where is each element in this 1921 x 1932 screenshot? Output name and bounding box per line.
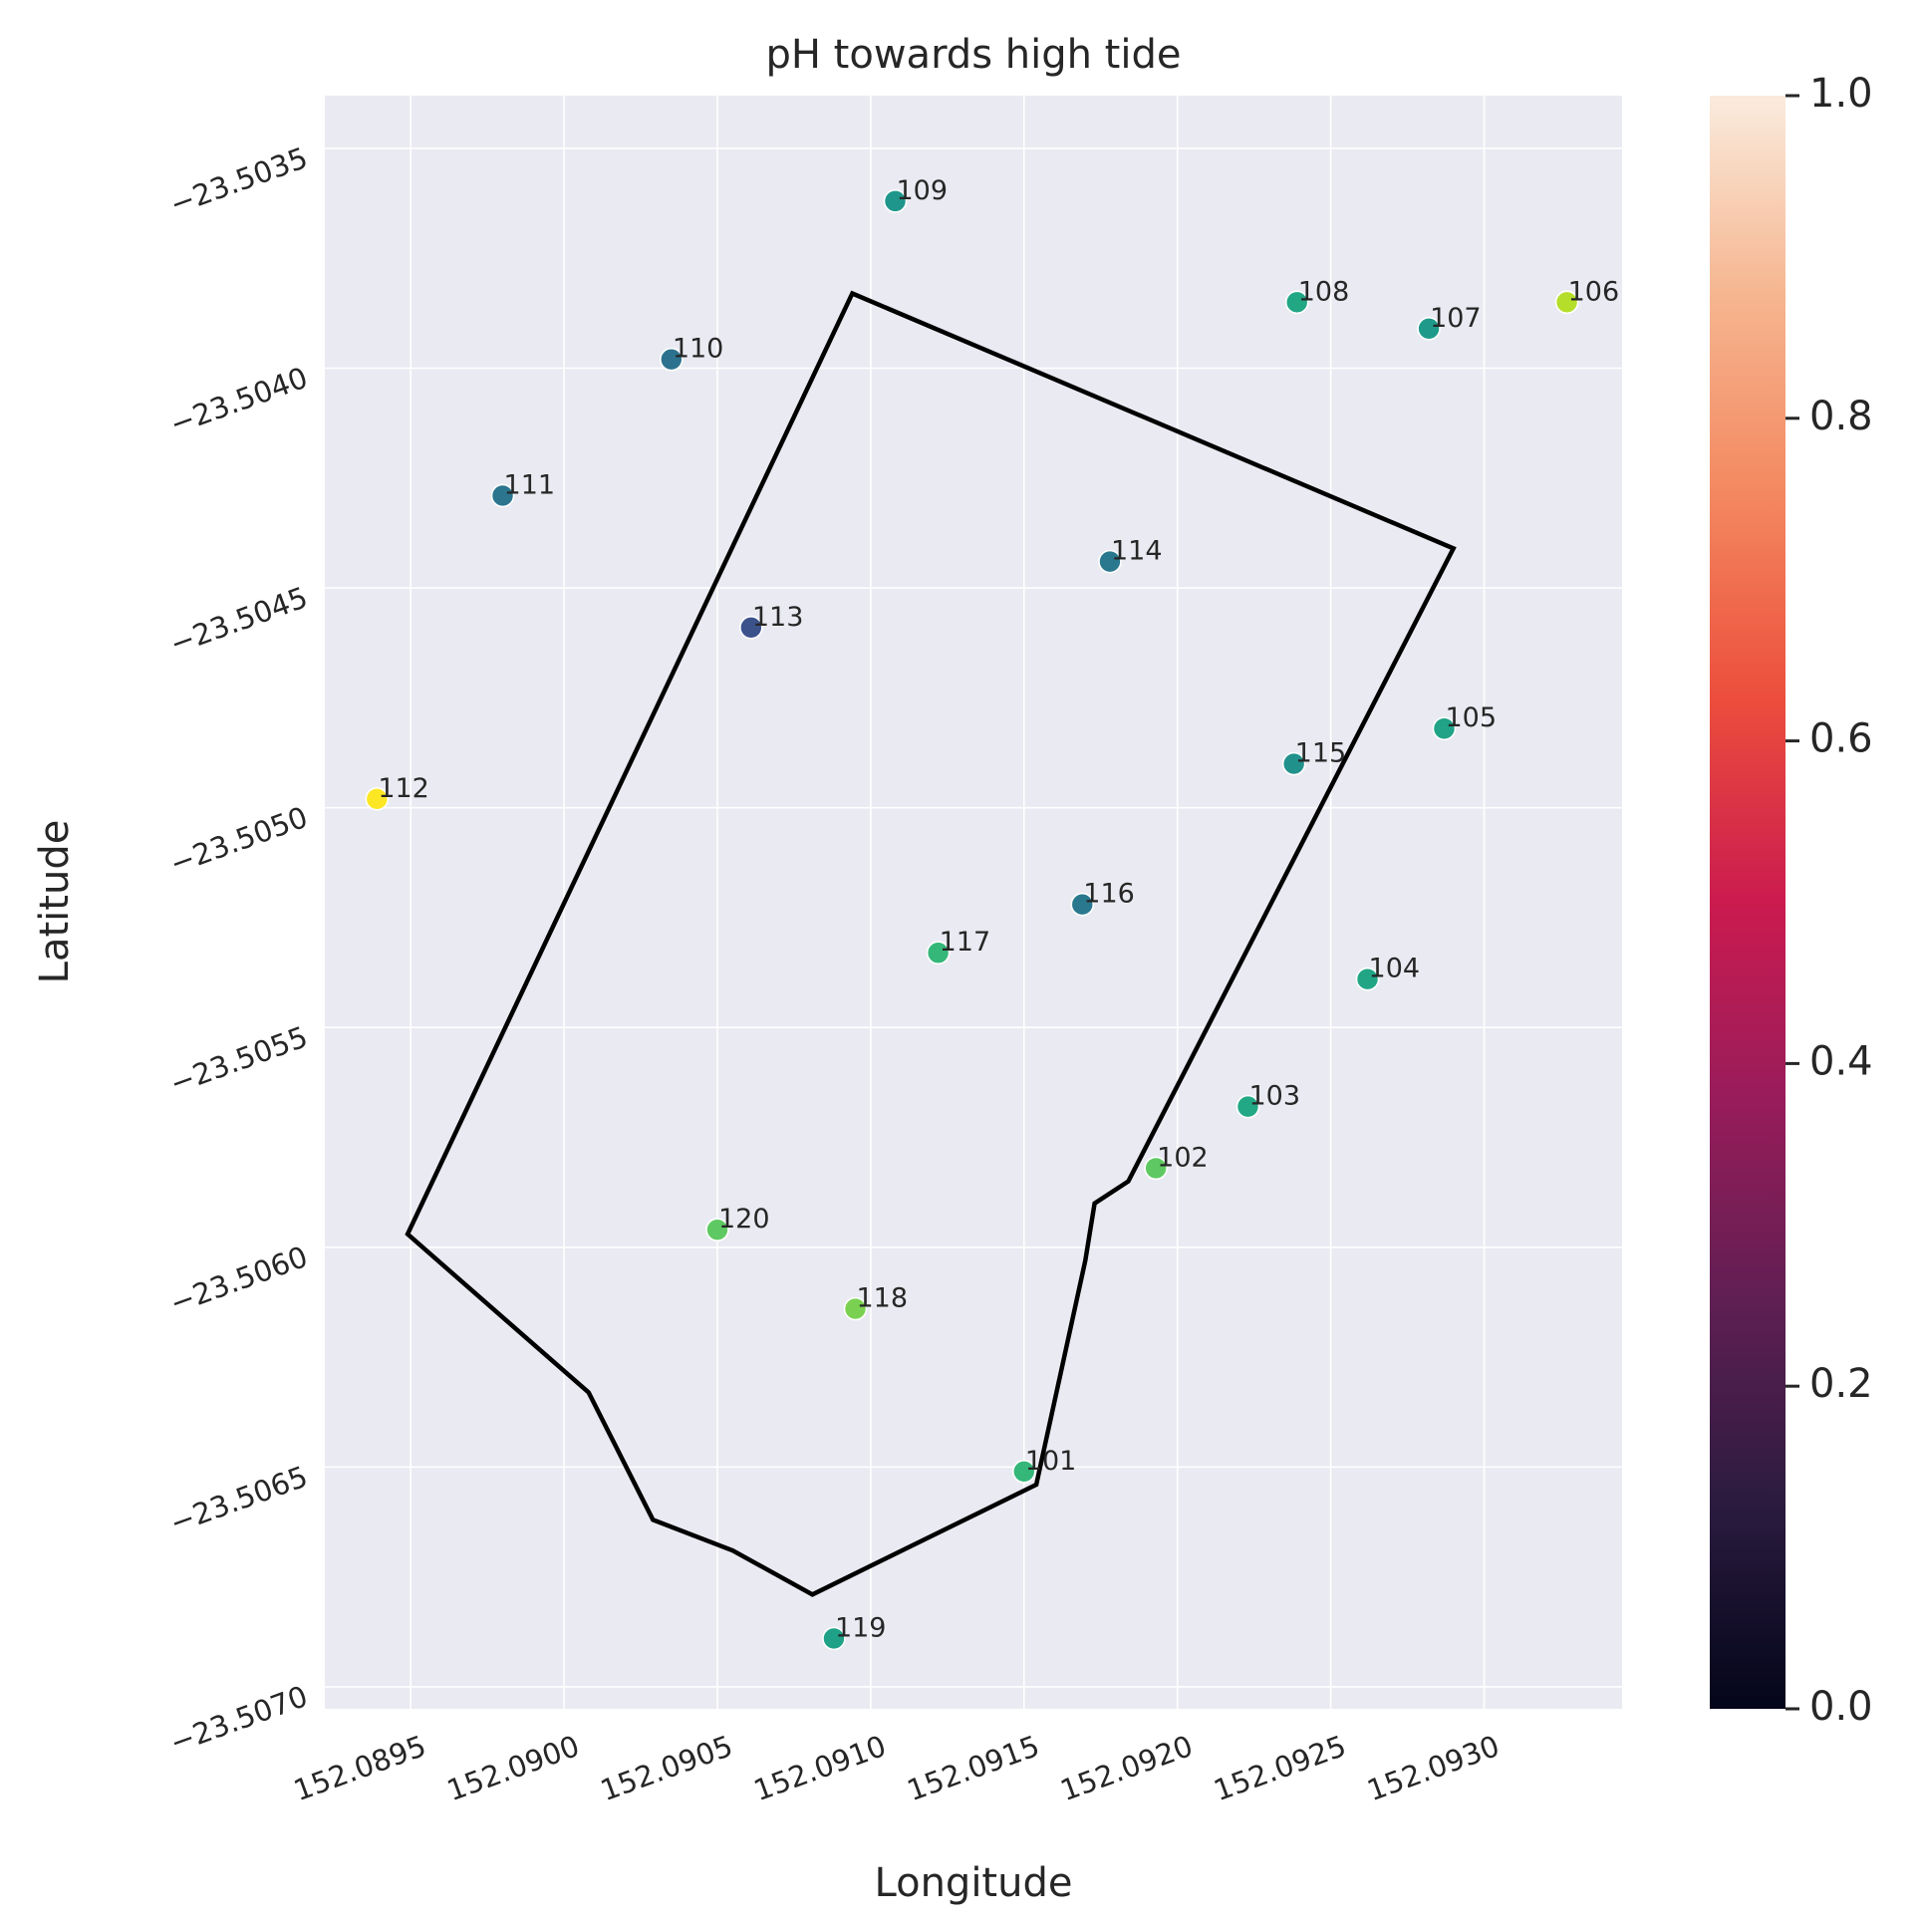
scatter-point bbox=[1554, 290, 1579, 315]
point-label: 109 bbox=[897, 175, 949, 206]
point-label: 110 bbox=[673, 334, 724, 365]
point-label: 118 bbox=[856, 1283, 908, 1314]
y-tick-label: −23.5065 bbox=[165, 1460, 312, 1540]
y-tick-label: −23.5070 bbox=[165, 1679, 312, 1760]
y-tick-label: −23.5035 bbox=[165, 140, 312, 221]
y-tick-label: −23.5060 bbox=[165, 1240, 312, 1320]
y-tick-label: −23.5050 bbox=[165, 800, 312, 881]
scatter-point bbox=[1011, 1459, 1036, 1484]
point-label: 103 bbox=[1248, 1081, 1300, 1112]
scatter-point bbox=[365, 787, 390, 811]
point-label: 114 bbox=[1111, 536, 1163, 567]
y-tick-label: −23.5045 bbox=[165, 580, 312, 661]
scatter-point bbox=[1432, 716, 1457, 741]
colorbar-tick-label: 0.6 bbox=[1809, 716, 1873, 762]
point-label: 107 bbox=[1430, 303, 1482, 334]
scatter-point bbox=[490, 483, 515, 508]
point-label: 113 bbox=[752, 602, 804, 633]
point-label: 115 bbox=[1295, 738, 1347, 769]
point-label: 120 bbox=[718, 1204, 770, 1235]
grid bbox=[325, 96, 1622, 1709]
x-axis-label: Longitude bbox=[875, 1860, 1073, 1906]
point-label: 111 bbox=[504, 469, 556, 500]
boundary-polygon bbox=[405, 290, 1457, 1597]
scatter-point bbox=[705, 1218, 729, 1242]
scatter-point bbox=[1144, 1156, 1168, 1181]
boundary-polygon-layer bbox=[405, 290, 1457, 1597]
colorbar-ticks: 0.0 0.2 0.4 0.6 0.8 1.0 bbox=[1785, 71, 1873, 1730]
x-tick-labels: 152.0895 152.0900 152.0905 152.0910 152.0915… bbox=[289, 1729, 1504, 1807]
colorbar-tick-label: 0.4 bbox=[1809, 1038, 1873, 1084]
scatter-point bbox=[926, 941, 951, 966]
colorbar-tick-label: 0.8 bbox=[1809, 394, 1873, 439]
y-tick-labels: −23.5035 −23.5040 −23.5045 −23.5050 −23.5055… bbox=[165, 140, 312, 1760]
y-tick-label: −23.5040 bbox=[165, 361, 312, 441]
point-label: 106 bbox=[1568, 276, 1620, 307]
x-tick-label: 152.0920 bbox=[1056, 1729, 1198, 1807]
x-tick-label: 152.0895 bbox=[289, 1729, 430, 1807]
scatter-point bbox=[1417, 317, 1441, 341]
point-label: 117 bbox=[940, 927, 991, 958]
x-tick-label: 152.0925 bbox=[1210, 1729, 1351, 1807]
point-label: 102 bbox=[1157, 1142, 1209, 1173]
scatter-point bbox=[1098, 549, 1122, 574]
colorbar-tick-label: 0.2 bbox=[1809, 1361, 1873, 1407]
x-tick-label: 152.0915 bbox=[903, 1729, 1044, 1807]
scatter-point bbox=[660, 347, 684, 372]
colorbar-tick-label: 1.0 bbox=[1809, 71, 1873, 117]
chart-title: pH towards high tide bbox=[766, 32, 1182, 78]
x-tick-label: 152.0905 bbox=[596, 1729, 737, 1807]
scatter-point bbox=[822, 1626, 846, 1651]
scatter-point bbox=[1235, 1094, 1260, 1119]
scatter-point bbox=[843, 1296, 868, 1321]
point-label: 119 bbox=[835, 1612, 887, 1643]
scatter-point bbox=[739, 615, 763, 640]
colorbar-tick-label: 0.0 bbox=[1809, 1684, 1873, 1730]
x-tick-label: 152.0930 bbox=[1363, 1729, 1505, 1807]
point-label: 101 bbox=[1025, 1446, 1077, 1477]
scatter-point bbox=[1284, 290, 1309, 315]
point-label: 112 bbox=[378, 773, 429, 804]
point-label: 104 bbox=[1369, 954, 1421, 984]
point-label: 105 bbox=[1445, 702, 1497, 733]
y-axis-label: Latitude bbox=[32, 820, 78, 984]
x-tick-label: 152.0900 bbox=[442, 1729, 584, 1807]
scatter-point bbox=[1070, 892, 1095, 917]
points-layer: 101 102 103 104 105 106 107 108 109 110 111 112 113 1… bbox=[365, 175, 1620, 1651]
scatter-point bbox=[1355, 966, 1380, 991]
plot-area bbox=[325, 96, 1622, 1709]
colorbar bbox=[1710, 96, 1785, 1709]
x-tick-label: 152.0910 bbox=[749, 1729, 891, 1807]
y-tick-label: −23.5055 bbox=[165, 1019, 312, 1100]
point-label: 108 bbox=[1298, 276, 1350, 307]
point-label: 116 bbox=[1083, 879, 1135, 910]
scatter-point bbox=[1281, 751, 1306, 776]
scatter-point bbox=[883, 189, 908, 213]
